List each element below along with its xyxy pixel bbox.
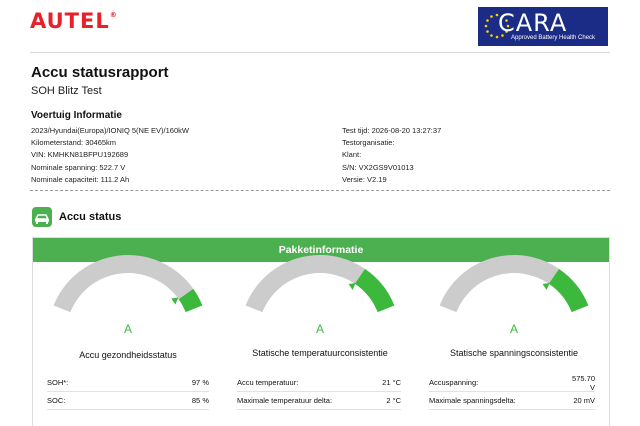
value-row: SOH*: 97 % (47, 374, 209, 391)
vehicle-info-right: Test tijd: 2026-08-20 13:27:37 Testorgan… (342, 125, 441, 186)
gauge-pointer (171, 297, 179, 305)
software-version: Versie: V2.19 (342, 174, 387, 184)
row-divider (47, 409, 209, 410)
value-text: 20 mV (573, 396, 595, 405)
vehicle-mileage: Kilometerstand: 30465km (31, 138, 117, 148)
value-label: SOC: (47, 396, 66, 405)
vehicle-info-left: 2023/Hyundai(Europa)/IONIQ 5(NE EV)/160k… (31, 125, 189, 186)
badge-subtitle: Approved Battery Health Check (511, 35, 596, 41)
battery-car-glyph (34, 214, 50, 224)
vehicle-nominal-voltage: Nominale spanning: 522.7 V (31, 162, 126, 172)
vehicle-info-heading: Voertuig Informatie (31, 110, 122, 121)
serial-number: S/N: VX2GS9V01013 (342, 162, 414, 172)
badge-title: CARA (498, 9, 568, 37)
value-text: 21 °C (382, 378, 401, 387)
row-divider (429, 391, 595, 392)
row-divider (47, 391, 209, 392)
value-row: Maximale spanningsdelta: 20 mV (429, 392, 595, 409)
gauge-fill (354, 268, 395, 313)
gauge-track (53, 254, 194, 313)
value-text: 2 °C (386, 396, 401, 405)
battery-car-icon (32, 207, 52, 227)
row-divider (237, 409, 401, 410)
value-text: 85 % (191, 396, 209, 405)
test-organisation: Testorganisatie: (342, 138, 395, 148)
row-divider (237, 391, 401, 392)
gauge-pointer (348, 283, 356, 291)
gauge-grade: A (510, 322, 518, 336)
value-row: Accuspanning: 575.70 V (429, 374, 595, 392)
autel-logo: AUTEL® (30, 9, 118, 33)
vehicle-nominal-capacity: Nominale capaciteit: 111.2 Ah (31, 174, 130, 184)
gauge-pointer (542, 283, 550, 291)
value-label: SOH*: (47, 378, 69, 387)
gauge-fill (548, 268, 589, 313)
value-text-line: 575.70 (572, 374, 595, 383)
gauge-track (439, 255, 559, 313)
value-text: 575.70 V (572, 374, 595, 392)
value-row: SOC: 85 % (47, 392, 209, 409)
value-label: Accu temperatuur: (237, 378, 299, 387)
gauge-fill (178, 288, 203, 313)
brand-name: AUTEL (30, 9, 110, 33)
value-row: Accu temperatuur: 21 °C (237, 374, 401, 391)
value-text: 97 % (191, 378, 209, 387)
vehicle-model: 2023/Hyundai(Europa)/IONIQ 5(NE EV)/160k… (31, 126, 189, 135)
report-subtitle: SOH Blitz Test (31, 85, 102, 97)
value-row: Maximale temperatuur delta: 2 °C (237, 392, 401, 409)
value-text-line: V (589, 383, 595, 392)
value-label: Maximale spanningsdelta: (429, 396, 516, 405)
gauge-grade: A (316, 322, 324, 336)
accu-status-title: Accu status (59, 211, 122, 223)
gauge-track (245, 255, 365, 313)
row-divider (429, 409, 595, 410)
gauge-name: Statische spanningsconsistentie (449, 348, 579, 358)
cara-badge: CARA Approved Battery Health Check (478, 7, 608, 46)
value-label: Accuspanning: (429, 378, 479, 387)
customer: Klant: (342, 150, 362, 160)
section-divider (30, 190, 610, 191)
report-title: Accu statusrapport (31, 64, 169, 81)
gauge-name: Statische temperatuurconsistentie (252, 348, 388, 358)
test-time: Test tijd: 2026-08-20 13:27:37 (342, 126, 442, 135)
header-divider (30, 52, 610, 53)
gauge-name: Accu gezondheidsstatus (79, 350, 177, 360)
value-label: Maximale temperatuur delta: (237, 396, 333, 405)
vehicle-vin: VIN: KMHKN81BFPU192689 (31, 150, 129, 160)
eu-stars-icon (484, 13, 510, 39)
gauge-grade: A (124, 322, 132, 336)
brand-registered-mark: ® (109, 11, 118, 19)
